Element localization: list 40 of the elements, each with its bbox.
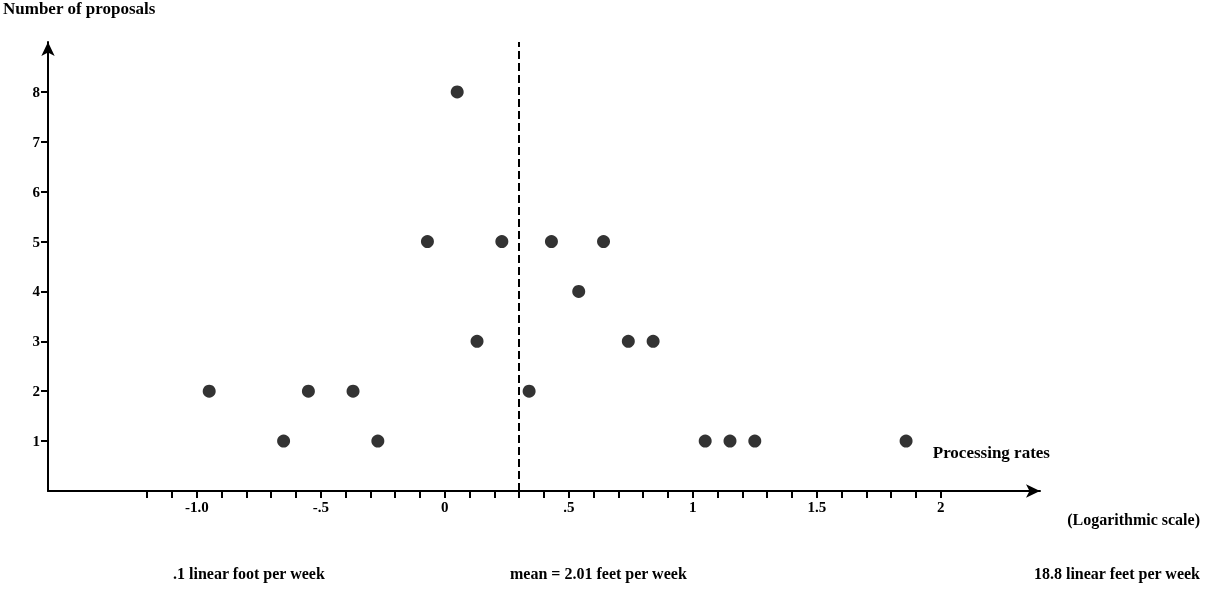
x-axis-title: Processing rates <box>932 443 1051 462</box>
x-tick-label: 0 <box>441 498 449 515</box>
point <box>572 284 586 298</box>
y-tick-label: 7 <box>32 133 41 150</box>
y-tick-label: 1 <box>32 433 40 450</box>
x-tick-label: .5 <box>563 498 575 515</box>
point <box>621 334 635 348</box>
x-tick-label: 1 <box>689 498 697 515</box>
text: mean = 2.01 feet per week <box>510 564 687 583</box>
x-tick-label: -1.0 <box>184 498 209 515</box>
y-tick-label: 2 <box>32 383 40 400</box>
text: .1 linear foot per week <box>173 564 325 583</box>
point <box>495 235 509 249</box>
y-tick-label: 3 <box>32 333 40 350</box>
y-tick-label: 5 <box>32 233 40 250</box>
point <box>646 334 660 348</box>
x-tick-label: -.5 <box>312 498 329 515</box>
point <box>346 384 360 398</box>
point <box>202 384 216 398</box>
point <box>597 235 611 249</box>
point <box>277 434 291 448</box>
point <box>420 235 434 249</box>
point <box>301 384 315 398</box>
point <box>723 434 737 448</box>
y-axis-title: Number of proposals <box>3 0 156 18</box>
point <box>698 434 712 448</box>
y-tick-label: 4 <box>32 283 41 300</box>
x-tick-label: 1.5 <box>807 498 827 515</box>
point <box>544 235 558 249</box>
point <box>522 384 536 398</box>
point <box>371 434 385 448</box>
text: (Logarithmic scale) <box>1067 510 1200 529</box>
y-tick-label: 8 <box>32 83 40 100</box>
x-tick-label: 2 <box>937 498 945 515</box>
y-tick-label: 6 <box>32 183 41 200</box>
point <box>450 85 464 99</box>
point <box>748 434 762 448</box>
text: 18.8 linear feet per week <box>1033 564 1201 583</box>
point <box>899 434 913 448</box>
point <box>470 334 484 348</box>
